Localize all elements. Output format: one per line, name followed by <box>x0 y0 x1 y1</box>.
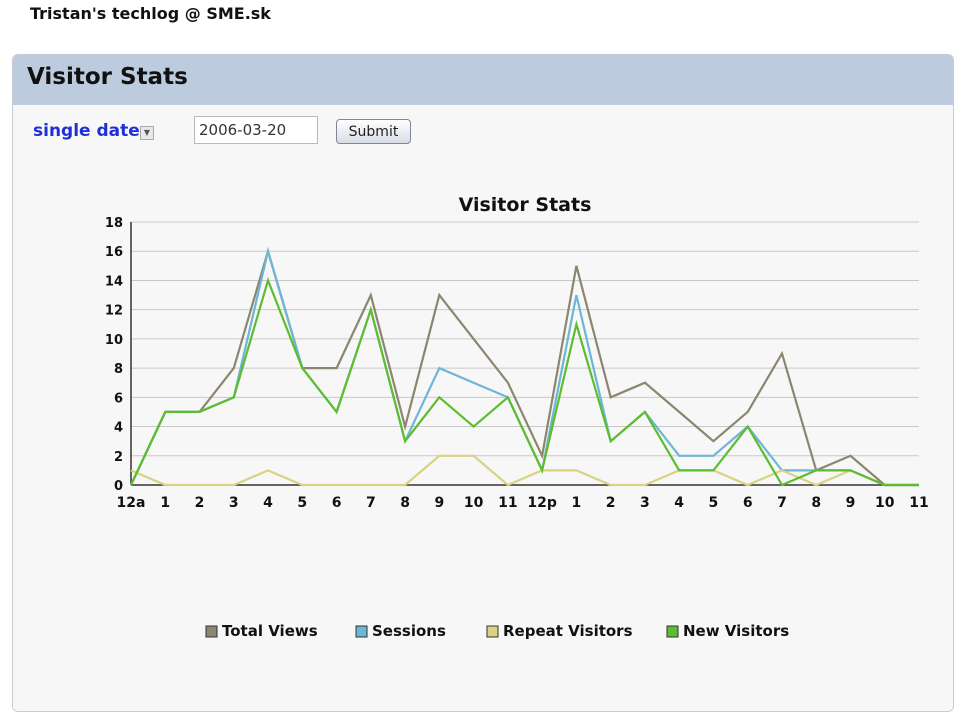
legend-label: Total Views <box>222 622 318 640</box>
site-title: Tristan's techlog @ SME.sk <box>30 4 271 23</box>
y-tick-label: 4 <box>114 421 123 436</box>
x-tick-label: 5 <box>709 495 719 511</box>
y-tick-label: 12 <box>105 304 123 319</box>
x-tick-label: 5 <box>297 495 307 511</box>
x-tick-label: 9 <box>434 495 444 511</box>
x-tick-label: 11 <box>498 495 517 511</box>
legend-swatch <box>667 626 678 637</box>
x-tick-label: 12a <box>117 495 146 511</box>
x-tick-label: 2 <box>606 495 616 511</box>
x-tick-label: 4 <box>674 495 684 511</box>
x-tick-label: 9 <box>846 495 856 511</box>
x-tick-label: 6 <box>743 495 753 511</box>
y-tick-label: 10 <box>105 333 123 348</box>
y-tick-label: 16 <box>105 245 123 260</box>
x-tick-label: 10 <box>875 495 895 511</box>
y-tick-label: 14 <box>105 274 123 289</box>
x-tick-label: 4 <box>263 495 273 511</box>
legend-label: Sessions <box>372 622 446 640</box>
y-tick-label: 8 <box>114 362 123 377</box>
legend-swatch <box>487 626 498 637</box>
y-tick-label: 0 <box>114 479 123 494</box>
y-tick-label: 18 <box>105 216 123 231</box>
legend-label: New Visitors <box>683 622 789 640</box>
x-tick-label: 6 <box>332 495 342 511</box>
chart-title: Visitor Stats <box>459 194 592 216</box>
x-tick-label: 1 <box>572 495 582 511</box>
legend-swatch <box>356 626 367 637</box>
series-line-new-visitors <box>131 280 919 485</box>
x-tick-label: 2 <box>195 495 205 511</box>
x-tick-label: 8 <box>400 495 410 511</box>
stats-panel: Visitor Stats single date ▼ Submit Visit… <box>12 54 954 712</box>
x-tick-label: 3 <box>640 495 650 511</box>
x-tick-label: 7 <box>777 495 787 511</box>
y-tick-label: 6 <box>114 391 123 406</box>
y-tick-label: 2 <box>114 450 123 465</box>
x-tick-label: 12p <box>527 495 557 511</box>
x-tick-label: 8 <box>811 495 821 511</box>
x-tick-label: 7 <box>366 495 376 511</box>
x-tick-label: 1 <box>160 495 170 511</box>
x-tick-label: 11 <box>909 495 928 511</box>
legend-label: Repeat Visitors <box>503 622 633 640</box>
x-tick-label: 3 <box>229 495 239 511</box>
x-tick-label: 10 <box>464 495 484 511</box>
legend-swatch <box>206 626 217 637</box>
